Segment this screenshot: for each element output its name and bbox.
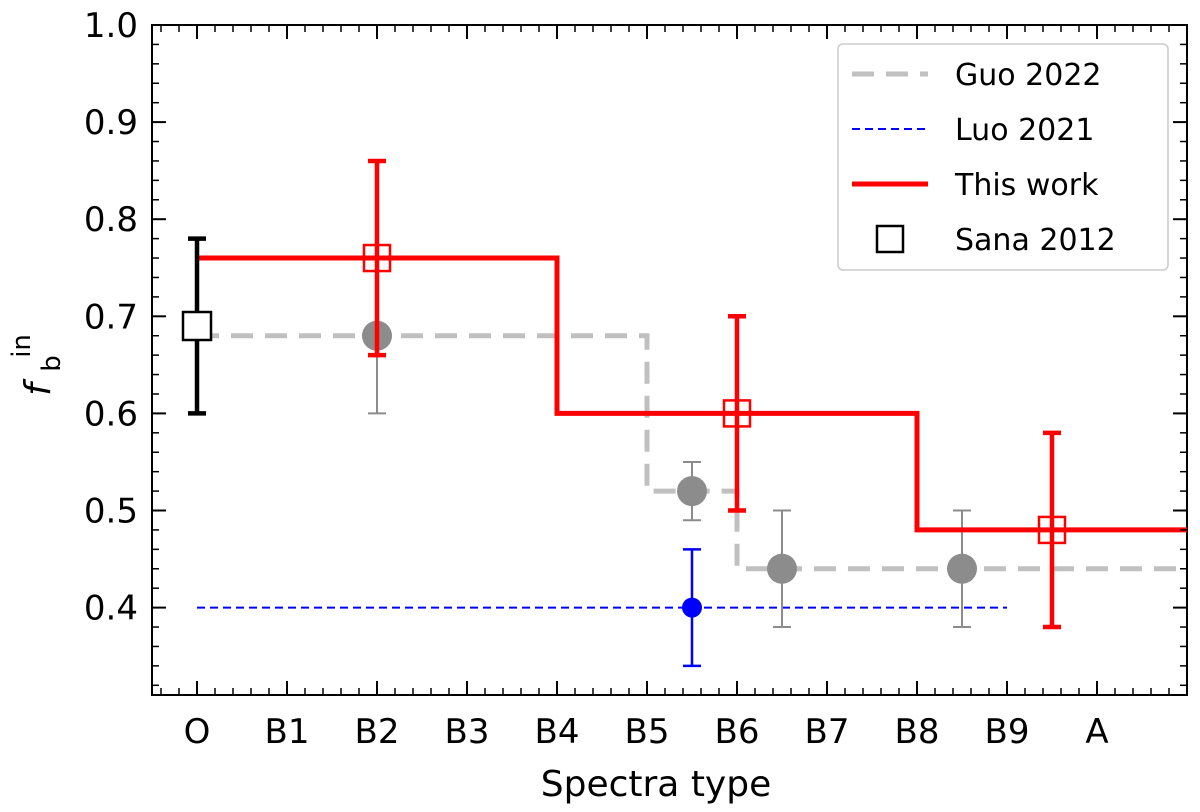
x-tick-label-B8: B8 [895, 712, 940, 752]
x-tick-label-B5: B5 [625, 712, 670, 752]
legend-label: This work [954, 168, 1099, 203]
guo-2022-point-2 [767, 553, 797, 584]
x-tick-label-B3: B3 [445, 712, 490, 752]
legend-swatch [875, 224, 905, 254]
plot-border [151, 24, 1188, 696]
legend-entry-guo-2022: Guo 2022 [852, 58, 1102, 93]
guo-2022-point-1 [677, 476, 707, 507]
series-layer [181, 158, 1187, 668]
x-tick-label-B6: B6 [715, 712, 760, 752]
y-tick-label: 0.6 [84, 394, 138, 434]
legend-entry-luo-2021: Luo 2021 [852, 113, 1094, 148]
this-work-errorbar-0 [368, 158, 386, 358]
legend-label: Sana 2012 [955, 223, 1116, 258]
legend-box [837, 43, 1169, 271]
x-axis-label: Spectra type [541, 764, 771, 805]
legend-entry-sana-2012: Sana 2012 [875, 223, 1116, 258]
x-tick-label-A: A [1085, 712, 1108, 752]
this-work-marker-0 [362, 243, 392, 273]
plot-frame [151, 24, 1188, 696]
this-work-errorbar-2 [1043, 430, 1061, 630]
svg-text:f b in: f b in [7, 334, 69, 396]
y-axis-label-sub: b [37, 355, 67, 372]
x-tick-label-B1: B1 [265, 712, 310, 752]
x-tick-label-B4: B4 [535, 712, 580, 752]
y-axis-label-sup: in [7, 334, 37, 358]
this-work-marker-2 [1037, 515, 1067, 545]
y-tick-label: 0.4 [84, 589, 138, 629]
sana-2012-marker-0 [181, 310, 213, 342]
ticks-layer: 0.4 0.5 0.6 0.7 0.8 0.9 1.0 O B1 B2 B3 B4 B5 B6 B7 B8 B9… [84, 6, 1187, 752]
y-tick-label: 0.8 [84, 200, 138, 240]
luo-2021-point-0 [682, 597, 702, 618]
y-tick-label: 1.0 [84, 6, 138, 46]
y-axis-label-main: f [18, 378, 59, 396]
y-tick-label: 0.7 [84, 297, 138, 337]
y-tick-label: 0.9 [84, 103, 138, 143]
y-axis-label: f b in [7, 334, 69, 396]
x-tick-label-B7: B7 [805, 712, 850, 752]
legend-label: Guo 2022 [955, 58, 1102, 93]
this-work-marker-1 [722, 399, 752, 428]
x-tick-label-B9: B9 [985, 712, 1030, 752]
x-tick-label-O: O [184, 712, 211, 752]
guo-2022-point-3 [947, 553, 977, 584]
legend-entry-this-work: This work [852, 168, 1099, 203]
x-tick-label-B2: B2 [355, 712, 400, 752]
this-work-errorbar-1 [728, 314, 746, 513]
legend: Guo 2022 Luo 2021 This work Sana 2012 [837, 43, 1169, 271]
y-tick-label: 0.5 [84, 492, 138, 532]
legend-label: Luo 2021 [955, 113, 1094, 148]
